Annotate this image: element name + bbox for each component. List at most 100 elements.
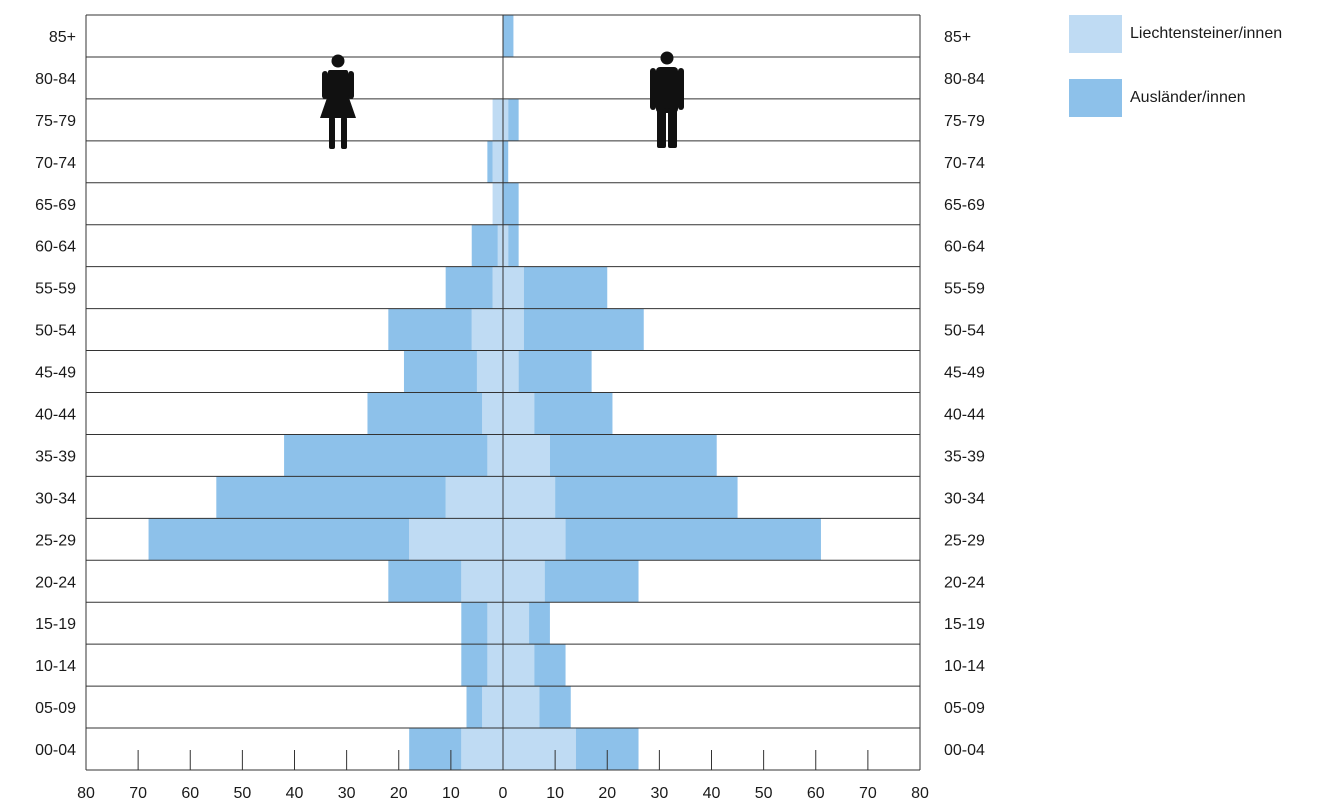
age-label-left: 40-44 bbox=[35, 406, 76, 423]
female-figure-icon bbox=[320, 54, 356, 149]
age-label-left: 30-34 bbox=[35, 490, 76, 507]
bar-female-liechtensteiner bbox=[487, 434, 503, 477]
age-label-right: 80-84 bbox=[944, 71, 985, 88]
bar-female-auslaender bbox=[445, 266, 493, 309]
bar-female-liechtensteiner bbox=[461, 560, 503, 603]
age-label-right: 00-04 bbox=[944, 742, 985, 759]
age-label-right: 45-49 bbox=[944, 365, 985, 382]
bar-male-auslaender bbox=[529, 602, 550, 645]
bar-female-auslaender bbox=[461, 602, 488, 645]
bar-male-liechtensteiner bbox=[503, 224, 509, 267]
bar-female-liechtensteiner bbox=[492, 266, 503, 309]
bar-female-auslaender bbox=[284, 434, 488, 477]
bar-female-liechtensteiner bbox=[445, 476, 503, 519]
age-label-left: 15-19 bbox=[35, 616, 76, 633]
bar-male-auslaender bbox=[523, 308, 644, 351]
bar-male-liechtensteiner bbox=[503, 266, 524, 309]
age-label-left: 75-79 bbox=[35, 113, 76, 130]
bar-female-auslaender bbox=[388, 308, 472, 351]
male-figure-icon bbox=[650, 51, 684, 148]
bar-male-auslaender bbox=[534, 644, 566, 687]
bar-male-liechtensteiner bbox=[503, 350, 519, 393]
bar-male-liechtensteiner bbox=[503, 602, 530, 645]
x-tick-label: 70 bbox=[129, 785, 147, 802]
x-tick-label: 60 bbox=[807, 785, 825, 802]
bar-female-auslaender bbox=[471, 224, 498, 267]
bar-male-liechtensteiner bbox=[503, 686, 540, 729]
x-tick-label: 10 bbox=[442, 785, 460, 802]
x-tick-label: 20 bbox=[598, 785, 616, 802]
bar-female-auslaender bbox=[367, 392, 483, 435]
x-tick-label: 60 bbox=[181, 785, 199, 802]
bar-male-auslaender bbox=[539, 686, 571, 729]
age-label-left: 00-04 bbox=[35, 742, 76, 759]
bar-male-auslaender bbox=[508, 98, 519, 141]
bar-female-auslaender bbox=[216, 476, 446, 519]
bar-female-liechtensteiner bbox=[497, 224, 503, 267]
bar-female-auslaender bbox=[403, 350, 477, 393]
bar-female-liechtensteiner bbox=[482, 392, 503, 435]
bar-female-liechtensteiner bbox=[492, 140, 503, 183]
bar-female-auslaender bbox=[466, 686, 483, 729]
bar-male-liechtensteiner bbox=[503, 434, 550, 477]
bar-male-auslaender bbox=[503, 15, 514, 57]
x-tick-label: 40 bbox=[286, 785, 304, 802]
legend-swatch-auslaender bbox=[1069, 79, 1122, 117]
age-label-left: 60-64 bbox=[35, 239, 76, 256]
age-label-right: 65-69 bbox=[944, 197, 985, 214]
bar-female-liechtensteiner bbox=[492, 182, 503, 225]
x-tick-label: 80 bbox=[77, 785, 95, 802]
bars-layer bbox=[148, 15, 821, 770]
age-label-right: 35-39 bbox=[944, 448, 985, 465]
age-label-right: 05-09 bbox=[944, 700, 985, 717]
bar-male-liechtensteiner bbox=[503, 560, 545, 603]
x-tick-label: 30 bbox=[650, 785, 668, 802]
bar-female-liechtensteiner bbox=[461, 728, 503, 770]
bar-female-liechtensteiner bbox=[487, 644, 503, 687]
bar-male-liechtensteiner bbox=[503, 518, 566, 561]
age-label-left: 35-39 bbox=[35, 448, 76, 465]
legend-label-auslaender: Ausländer/innen bbox=[1130, 89, 1246, 106]
bar-male-auslaender bbox=[565, 518, 821, 561]
x-tick-label: 10 bbox=[546, 785, 564, 802]
bar-female-auslaender bbox=[388, 560, 462, 603]
age-label-right: 25-29 bbox=[944, 532, 985, 549]
bar-female-liechtensteiner bbox=[476, 350, 503, 393]
bar-male-auslaender bbox=[503, 140, 509, 183]
age-label-right: 30-34 bbox=[944, 490, 985, 507]
age-label-right: 60-64 bbox=[944, 239, 985, 256]
x-tick-label: 50 bbox=[755, 785, 773, 802]
age-label-right: 70-74 bbox=[944, 155, 985, 172]
bar-male-auslaender bbox=[549, 434, 717, 477]
bar-male-auslaender bbox=[523, 266, 608, 309]
age-label-left: 20-24 bbox=[35, 574, 76, 591]
bar-female-auslaender bbox=[487, 140, 493, 183]
bar-male-liechtensteiner bbox=[503, 728, 576, 770]
bar-male-auslaender bbox=[508, 224, 519, 267]
x-tick-label: 80 bbox=[911, 785, 929, 802]
bar-male-auslaender bbox=[503, 182, 519, 225]
age-label-right: 55-59 bbox=[944, 281, 985, 298]
age-label-right: 40-44 bbox=[944, 406, 985, 423]
age-label-left: 65-69 bbox=[35, 197, 76, 214]
x-tick-label: 40 bbox=[703, 785, 721, 802]
bar-male-liechtensteiner bbox=[503, 308, 524, 351]
legend-label-liechtensteiner: Liechtensteiner/innen bbox=[1130, 25, 1283, 42]
bar-female-liechtensteiner bbox=[487, 602, 503, 645]
age-label-right: 85+ bbox=[944, 29, 971, 46]
age-label-left: 55-59 bbox=[35, 281, 76, 298]
age-label-left: 25-29 bbox=[35, 532, 76, 549]
icons-layer bbox=[320, 51, 684, 149]
grid-layer bbox=[85, 14, 921, 771]
age-label-right: 50-54 bbox=[944, 323, 985, 340]
bar-female-liechtensteiner bbox=[482, 686, 503, 729]
bar-female-liechtensteiner bbox=[492, 98, 503, 141]
bar-female-auslaender bbox=[148, 518, 410, 561]
age-label-right: 20-24 bbox=[944, 574, 985, 591]
bar-female-auslaender bbox=[409, 728, 462, 770]
bar-female-liechtensteiner bbox=[409, 518, 503, 561]
x-tick-label: 70 bbox=[859, 785, 877, 802]
bar-male-liechtensteiner bbox=[503, 644, 535, 687]
age-label-left: 85+ bbox=[49, 29, 76, 46]
